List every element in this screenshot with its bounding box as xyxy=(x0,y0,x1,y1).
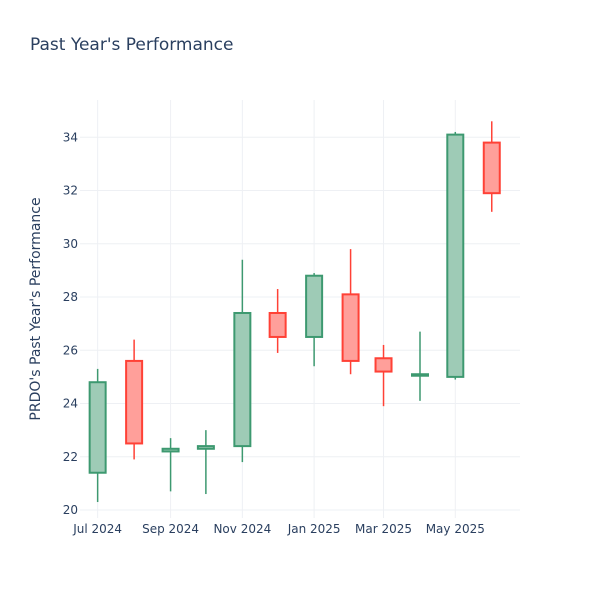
candle-body xyxy=(268,311,287,338)
chart-title: Past Year's Performance xyxy=(30,35,234,55)
candle-body xyxy=(341,293,360,362)
y-tick-label: 28 xyxy=(63,290,78,304)
x-gridlines xyxy=(97,100,456,518)
y-tick-label: 22 xyxy=(63,450,78,464)
candle-body xyxy=(305,274,324,338)
candle-decreasing xyxy=(268,289,287,353)
x-tick-label: Jul 2024 xyxy=(72,522,122,536)
x-tick-label: Sep 2024 xyxy=(142,522,199,536)
y-tick-label: 24 xyxy=(63,397,78,411)
x-tick-label: May 2025 xyxy=(426,522,485,536)
candle-body xyxy=(125,359,144,445)
candle-body xyxy=(233,311,252,448)
candle-body xyxy=(196,445,215,450)
candle-increasing xyxy=(446,131,465,380)
y-tick-label: 34 xyxy=(63,130,78,144)
candle-body xyxy=(88,381,107,474)
candle-increasing xyxy=(161,438,180,492)
candle-decreasing xyxy=(341,249,360,375)
candle-increasing xyxy=(233,259,252,463)
y-tick-label: 26 xyxy=(63,343,78,357)
x-tick-label: Jan 2025 xyxy=(287,522,341,536)
y-tick-label: 30 xyxy=(63,237,78,251)
x-axis-ticks: Jul 2024 Sep 2024 Nov 2024 Jan 2025 Mar 2025… xyxy=(72,522,485,536)
x-tick-label: Nov 2024 xyxy=(213,522,271,536)
candle-increasing xyxy=(196,430,215,495)
candle-decreasing xyxy=(125,339,144,460)
y-tick-label: 32 xyxy=(63,184,78,198)
candle-increasing xyxy=(88,368,107,503)
x-tick-label: Mar 2025 xyxy=(355,522,412,536)
candle-body xyxy=(482,141,501,195)
candle-body xyxy=(374,357,393,373)
candle-body xyxy=(161,447,180,453)
y-axis-ticks: 20 22 24 26 28 30 32 34 xyxy=(63,130,78,517)
candle-decreasing xyxy=(482,121,501,212)
candle-body xyxy=(411,373,429,377)
candle-increasing xyxy=(411,331,429,401)
y-axis-label: PRDO's Past Year's Performance xyxy=(28,197,44,420)
candle-body xyxy=(446,133,465,378)
candle-increasing xyxy=(305,273,324,367)
y-tick-label: 20 xyxy=(63,503,78,517)
candle-decreasing xyxy=(374,344,393,407)
candles xyxy=(88,121,501,503)
